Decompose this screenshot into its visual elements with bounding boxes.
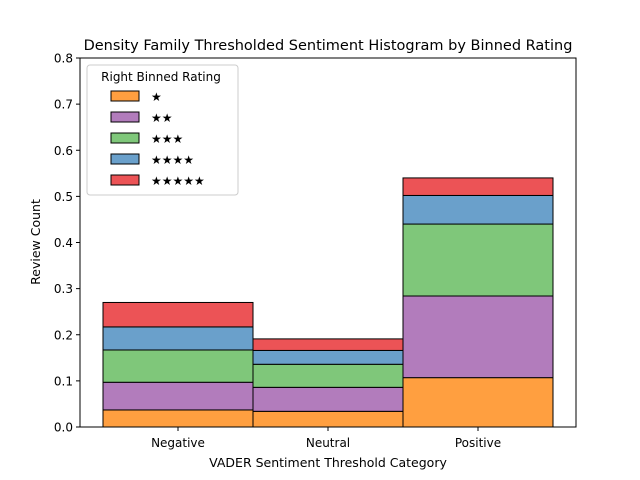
legend-swatch-2 xyxy=(110,111,140,123)
bar-segment-neutral-3 xyxy=(252,363,404,388)
y-tick-label: 0.5 xyxy=(54,190,73,204)
bar-segment-positive-5 xyxy=(402,177,554,196)
chart-title: Density Family Thresholded Sentiment His… xyxy=(84,38,573,54)
legend-swatch-4 xyxy=(110,153,140,165)
legend-items: ★★★★★★★★★★★★★★★ xyxy=(110,90,205,188)
y-tick-label: 0.8 xyxy=(54,52,73,66)
legend: Right Binned Rating ★★★★★★★★★★★★★★★ xyxy=(86,64,239,196)
y-tick-label: 0.2 xyxy=(54,328,73,342)
legend-label-3: ★★★ xyxy=(151,132,183,146)
y-tick-label: 0.4 xyxy=(54,236,73,250)
legend-label-4: ★★★★ xyxy=(151,153,194,167)
legend-title: Right Binned Rating xyxy=(101,70,221,84)
legend-label-1: ★ xyxy=(151,90,162,104)
bar-segment-positive-4 xyxy=(402,194,554,225)
bar-segment-neutral-5 xyxy=(252,338,404,351)
bar-segment-negative-3 xyxy=(102,349,254,383)
bar-segment-positive-3 xyxy=(402,223,554,297)
y-tick-label: 0.6 xyxy=(54,144,73,158)
bar-segment-negative-5 xyxy=(102,301,254,328)
y-axis-label: Review Count xyxy=(28,199,43,285)
y-tick-label: 0.1 xyxy=(54,374,73,388)
legend-swatch-5 xyxy=(110,174,140,186)
bar-segment-positive-2 xyxy=(402,295,554,379)
bar-segment-neutral-2 xyxy=(252,386,404,412)
y-tick-label: 0.3 xyxy=(54,282,73,296)
x-tick-label-negative: Negative xyxy=(151,436,205,450)
bar-segment-negative-1 xyxy=(102,409,254,428)
bars-layer xyxy=(102,177,554,428)
bar-segment-negative-2 xyxy=(102,381,254,411)
y-tick-label: 0.0 xyxy=(54,421,73,435)
bar-segment-neutral-1 xyxy=(252,410,404,428)
x-tick-label-neutral: Neutral xyxy=(306,436,350,450)
x-axis-label: VADER Sentiment Threshold Category xyxy=(209,455,447,470)
x-axis: Negative Neutral Positive xyxy=(151,427,501,450)
x-tick-label-positive: Positive xyxy=(455,436,501,450)
bar-segment-neutral-4 xyxy=(252,349,404,365)
bar-segment-positive-1 xyxy=(402,377,554,428)
legend-label-2: ★★ xyxy=(151,111,173,125)
legend-swatch-3 xyxy=(110,132,140,144)
legend-swatch-1 xyxy=(110,90,140,102)
bar-segment-negative-4 xyxy=(102,326,254,351)
y-tick-label: 0.7 xyxy=(54,98,73,112)
y-axis: 0.0 0.1 0.2 0.3 0.4 0.5 0.6 0.7 0.8 xyxy=(54,52,80,435)
legend-label-5: ★★★★★ xyxy=(151,174,205,188)
